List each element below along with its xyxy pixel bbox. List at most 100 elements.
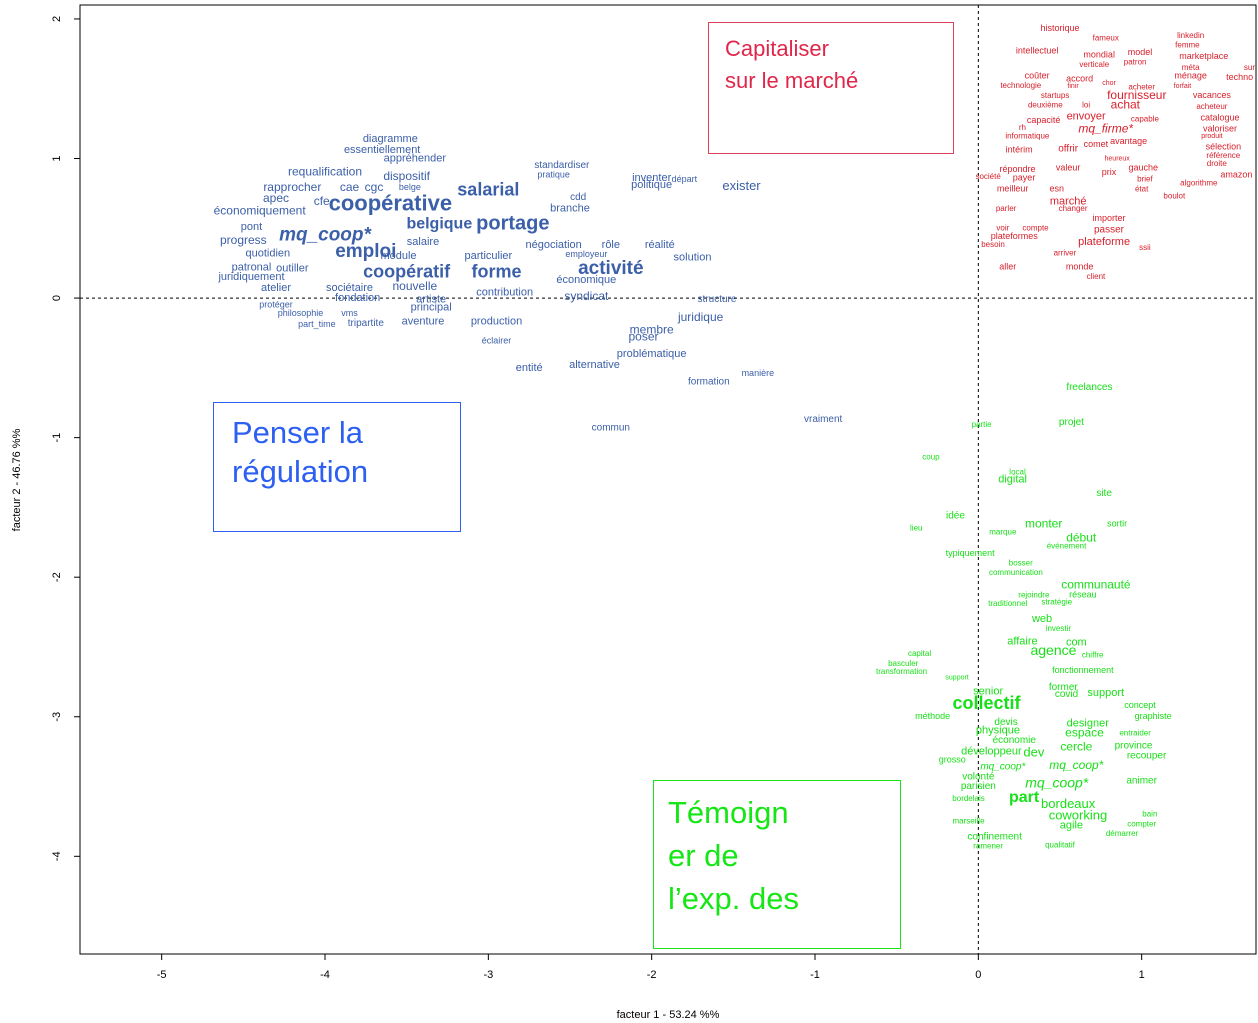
- word-label-green: investir: [1046, 624, 1072, 633]
- word-label-red: coûter: [1025, 71, 1050, 81]
- word-label-red: méta: [1182, 63, 1200, 72]
- word-label-red: acheter: [1128, 82, 1155, 91]
- word-label-blue: cgc: [365, 180, 384, 194]
- word-label-blue: solution: [674, 252, 712, 264]
- word-label-red: algorithme: [1180, 179, 1218, 188]
- word-label-red: fournisseur: [1107, 88, 1166, 102]
- word-label-blue: structure: [698, 294, 737, 305]
- word-label-red: droite: [1207, 159, 1228, 168]
- word-label-red: boulot: [1163, 191, 1186, 200]
- y-axis: 2 1 0 -1 -2 -3 -4: [51, 16, 80, 861]
- word-label-blue: diagramme: [363, 133, 418, 145]
- word-label-blue: cdd: [570, 192, 586, 203]
- word-label-green: agence: [1030, 642, 1076, 658]
- word-label-blue: principal: [411, 302, 452, 314]
- word-label-green: volonté: [962, 771, 995, 782]
- word-label-green: fonctionnement: [1052, 665, 1114, 675]
- word-label-blue: réalité: [645, 239, 675, 251]
- word-label-red: voir: [996, 223, 1009, 232]
- word-label-green: transformation: [876, 667, 927, 676]
- word-label-blue: pratique: [537, 170, 570, 180]
- word-label-green: agile: [1060, 820, 1083, 832]
- word-label-blue: poser: [628, 329, 658, 343]
- word-label-blue: quotidien: [246, 247, 291, 259]
- word-label-green: entraider: [1119, 729, 1151, 738]
- word-label-red: model: [1128, 47, 1153, 57]
- word-label-green: designer: [1067, 718, 1110, 730]
- word-label-blue: aventure: [402, 316, 445, 328]
- word-label-red: startups: [1041, 91, 1069, 100]
- word-label-blue: philosophie: [278, 308, 324, 318]
- word-label-red: mondial: [1083, 50, 1115, 60]
- word-label-blue: dispositif: [383, 169, 430, 183]
- word-label-red: intellectuel: [1016, 45, 1059, 55]
- x-tick-label: -3: [483, 969, 493, 981]
- word-label-blue: coopératif: [363, 262, 451, 282]
- word-label-blue: artiste: [416, 293, 446, 305]
- word-label-red: répondre: [1000, 164, 1036, 174]
- word-label-red: compte: [1022, 223, 1049, 232]
- word-label-blue: juridiquement: [217, 271, 284, 283]
- word-label-blue: inventer: [632, 172, 671, 184]
- word-label-green: bordelais: [952, 794, 984, 803]
- word-label-red: forfait: [1174, 83, 1192, 90]
- y-tick-label: 0: [51, 295, 63, 301]
- word-label-green: méthode: [915, 711, 950, 721]
- word-label-blue: éclairer: [482, 336, 512, 346]
- word-label-blue: activité: [578, 258, 643, 279]
- word-label-green: développeur: [961, 746, 1022, 758]
- word-label-green: animer: [1126, 776, 1157, 787]
- word-label-green: devis: [994, 717, 1017, 728]
- word-label-blue: juridique: [677, 310, 724, 324]
- word-label-red: valeur: [1056, 163, 1081, 173]
- word-label-green: recouper: [1127, 750, 1167, 761]
- word-label-red: monde: [1066, 262, 1094, 272]
- word-label-green: typiquement: [946, 548, 996, 558]
- word-label-blue: rôle: [602, 239, 620, 251]
- word-label-green: web: [1031, 613, 1052, 625]
- y-tick-label: 1: [51, 155, 63, 161]
- word-label-red: sélection: [1206, 142, 1242, 152]
- y-axis-label: facteur 2 - 46.76 %%: [11, 428, 23, 531]
- word-label-blue: alternative: [569, 359, 620, 371]
- word-label-blue: part_time: [298, 319, 336, 329]
- word-label-green: stratégie: [1041, 597, 1072, 606]
- word-label-blue: économique: [556, 274, 616, 286]
- word-label-blue: emploi: [335, 241, 396, 262]
- word-label-blue: exister: [722, 178, 761, 193]
- word-label-red: femme: [1175, 41, 1200, 50]
- word-label-blue: module: [380, 250, 416, 262]
- word-label-green: support: [1087, 687, 1124, 699]
- word-label-blue: nouvelle: [392, 279, 437, 293]
- word-label-red: techno: [1226, 72, 1253, 82]
- word-label-blue: atelier: [261, 282, 291, 294]
- word-label-blue: vraiment: [804, 414, 843, 425]
- word-label-red: ménage: [1174, 71, 1207, 81]
- word-label-red: comet: [1084, 139, 1109, 149]
- word-label-green: parisien: [961, 781, 996, 792]
- word-label-red: accord: [1066, 73, 1093, 83]
- word-label-green: communauté: [1061, 578, 1131, 592]
- annotation-temoigner: Témoign er de l’exp. des: [653, 780, 901, 949]
- word-label-blue: rapprocher: [263, 180, 321, 194]
- word-label-red: esn: [1049, 184, 1064, 194]
- word-label-green: marque: [989, 528, 1017, 537]
- word-label-green: capital: [908, 649, 931, 658]
- word-label-red: état: [1135, 184, 1149, 193]
- word-label-red: arriver: [1054, 249, 1077, 258]
- word-label-green: mq_coop*: [980, 762, 1026, 773]
- word-label-green: grosso: [939, 754, 966, 764]
- word-label-green: lieu: [910, 523, 922, 532]
- word-label-red: plateforme: [1078, 236, 1130, 248]
- word-label-red: capable: [1131, 115, 1160, 124]
- word-label-blue: belgique: [406, 215, 472, 232]
- word-label-blue: coopérative: [329, 190, 453, 215]
- word-label-green: freelances: [1066, 382, 1112, 393]
- x-tick-label: 0: [975, 969, 981, 981]
- word-label-red: patron: [1124, 57, 1147, 66]
- word-label-green: chiffre: [1082, 650, 1104, 659]
- word-label-blue: production: [471, 316, 522, 328]
- word-label-green: support: [945, 675, 968, 682]
- x-axis: -5 -4 -3 -2 -1 0 1: [157, 954, 1145, 981]
